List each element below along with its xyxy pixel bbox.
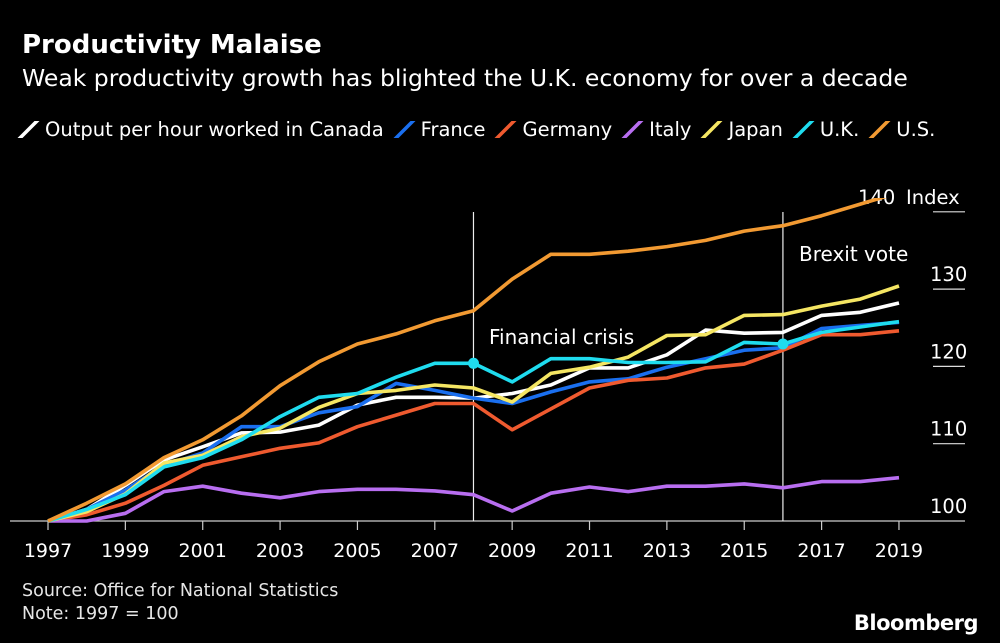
bloomberg-logo: Bloomberg <box>853 611 979 635</box>
x-tick-label: 2017 <box>797 540 845 562</box>
source-note: Source: Office for National Statistics <box>22 581 339 601</box>
y-tick-label: 140 <box>858 186 895 209</box>
legend-item-canada: Output per hour worked in Canada <box>17 116 384 144</box>
series-marker <box>467 357 479 369</box>
legend-prefix: Output per hour worked in <box>45 118 310 141</box>
legend-label: Canada <box>309 118 384 141</box>
annotation-label: Brexit vote <box>799 242 908 266</box>
x-tick-label: 1999 <box>101 540 149 562</box>
legend-label: Germany <box>522 118 613 141</box>
series-marker <box>777 338 789 350</box>
x-tick-label: 2009 <box>488 540 536 562</box>
y-tick-label: 130 <box>930 263 967 286</box>
series-line-italy <box>48 475 900 523</box>
base-note: Note: 1997 = 100 <box>22 604 179 624</box>
x-tick-label: 2005 <box>333 540 381 562</box>
x-tick-label: 2013 <box>643 540 691 562</box>
x-tick-label: 1997 <box>24 540 72 562</box>
legend-item-france: France <box>393 116 486 144</box>
legend-item-us: U.S. <box>868 116 936 144</box>
x-tick-label: 2007 <box>411 540 459 562</box>
legend-item-italy: Italy <box>621 116 692 144</box>
y-tick-label: 110 <box>930 418 967 441</box>
series-line-germany <box>47 329 900 523</box>
x-tick-label: 2003 <box>256 540 304 562</box>
x-tick-label: 2015 <box>720 540 768 562</box>
chart-subtitle: Weak productivity growth has blighted th… <box>22 64 908 92</box>
legend-item-germany: Germany <box>494 116 613 144</box>
series-line-japan <box>47 284 900 523</box>
y-tick-label: 100 <box>930 495 967 518</box>
series-line-us <box>47 198 887 523</box>
legend-label: U.K. <box>819 118 860 141</box>
chart-title: Productivity Malaise <box>22 30 322 60</box>
legend-label: France <box>420 118 486 141</box>
annotation-label: Financial crisis <box>489 325 634 349</box>
y-unit-label: Index <box>906 186 960 209</box>
legend-item-japan: Japan <box>700 116 783 144</box>
legend-label: Japan <box>728 118 783 141</box>
y-tick-label: 120 <box>930 340 967 363</box>
legend-item-uk: U.K. <box>792 116 860 144</box>
x-tick-label: 2001 <box>179 540 227 562</box>
x-tick-label: 2011 <box>565 540 613 562</box>
legend-label: Italy <box>649 118 692 141</box>
x-tick-label: 2019 <box>875 540 923 562</box>
legend-label: U.S. <box>896 118 936 141</box>
legend: Output per hour worked in Canada France Ge… <box>17 116 982 144</box>
